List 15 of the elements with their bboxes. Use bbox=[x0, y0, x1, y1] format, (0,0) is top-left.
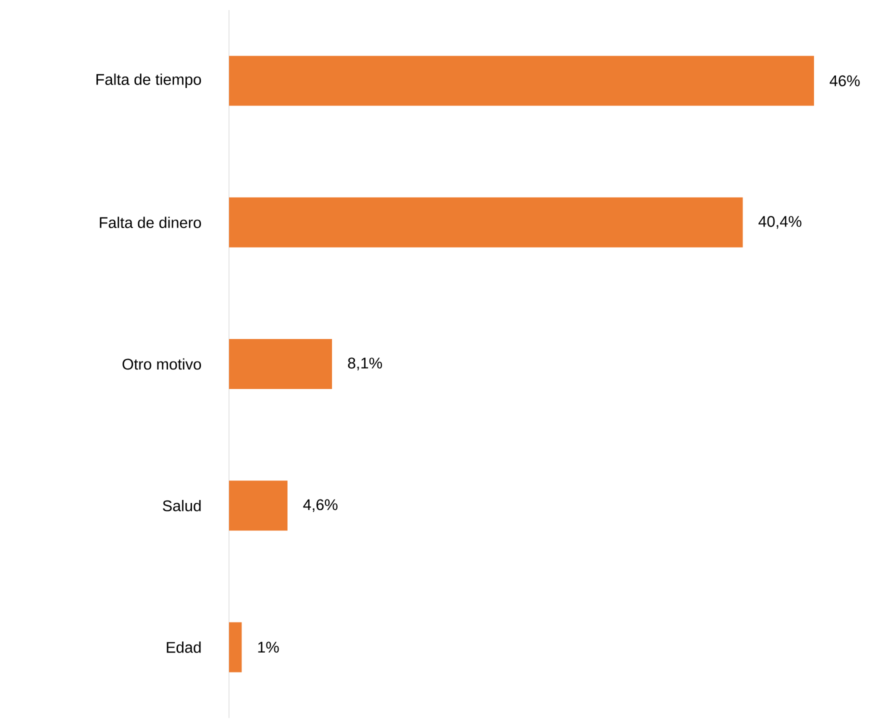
data-label: 40,4% bbox=[758, 216, 802, 229]
y-tick-label: Salud bbox=[162, 500, 201, 512]
bar bbox=[229, 622, 242, 672]
bar bbox=[229, 480, 288, 531]
data-label: 4,6% bbox=[303, 499, 338, 512]
bar bbox=[229, 197, 743, 248]
data-label: 8,1% bbox=[348, 358, 382, 370]
y-tick-label: Falta de dinero bbox=[100, 216, 201, 228]
y-tick-label: Otro motivo bbox=[122, 358, 201, 370]
data-label: 46% bbox=[830, 75, 860, 86]
data-label: 1% bbox=[258, 642, 279, 653]
y-tick-label: Edad bbox=[166, 642, 201, 653]
y-tick-label: Falta de tiempo bbox=[96, 74, 201, 88]
bar bbox=[229, 339, 332, 389]
bar bbox=[229, 56, 814, 106]
